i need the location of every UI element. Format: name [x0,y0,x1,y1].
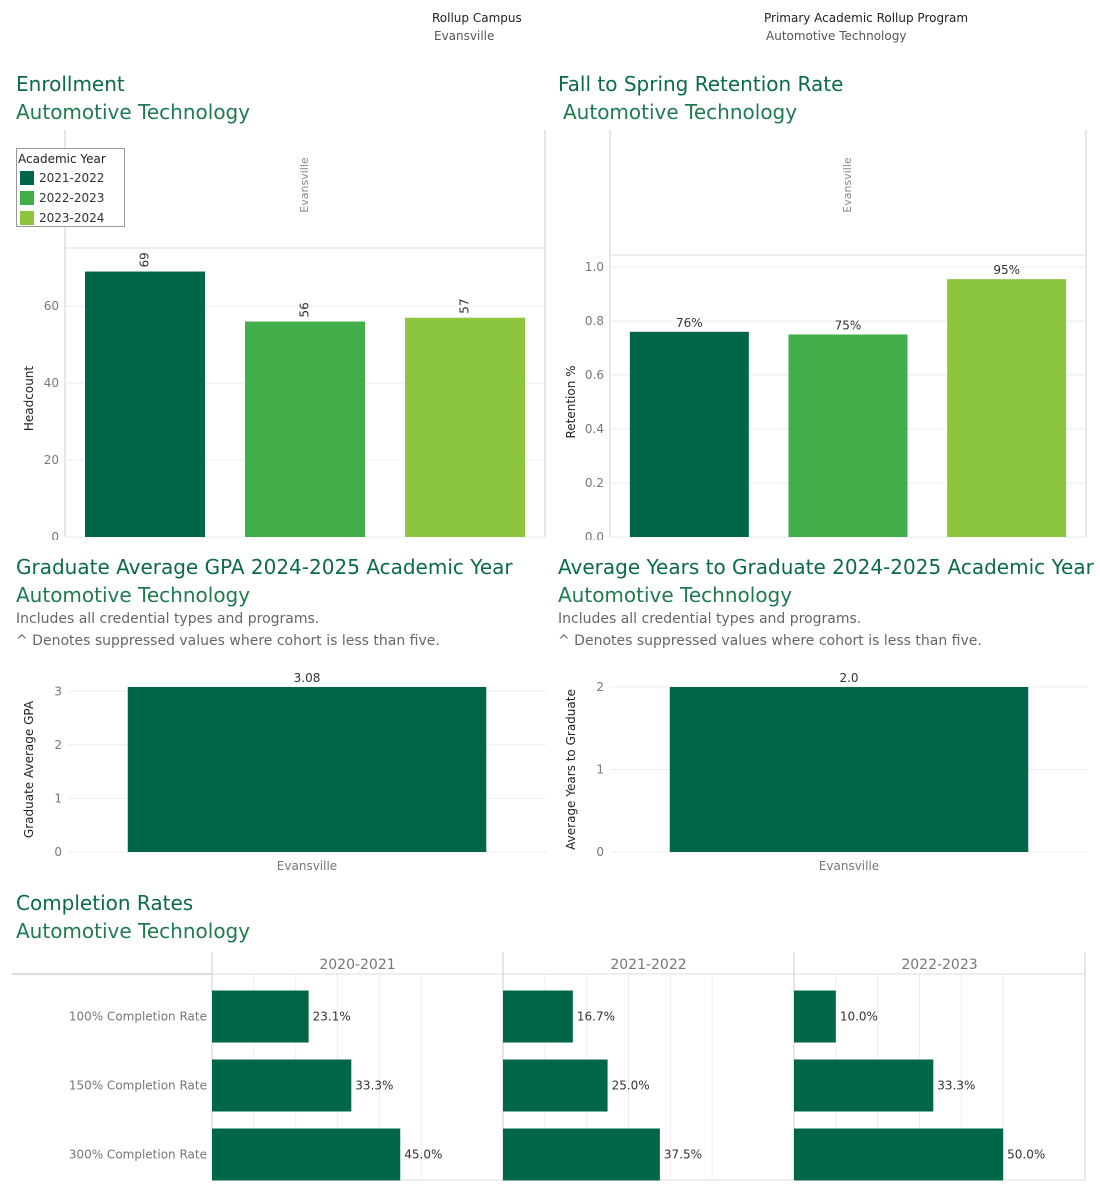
data-label: 16.7% [577,1010,615,1024]
years-note-credentials: Includes all credential types and progra… [558,611,862,627]
bar [212,990,309,1043]
y-axis-title: Headcount [22,366,36,432]
y-tick-label: 1 [54,791,62,805]
data-label: 95% [993,263,1020,277]
legend-item[interactable]: 2021-2022 [17,168,124,188]
bar [794,1128,1004,1181]
y-tick-label: 0 [54,845,62,859]
y-tick-label: 2 [54,738,62,752]
bar [85,271,205,537]
bar [794,990,836,1043]
bar [947,279,1067,537]
years-chart: 0 1 2 Average Years to Graduate 2.0 Evansvill… [564,671,1088,873]
row-label: 100% Completion Rate [69,1010,207,1024]
x-tick-label: Evansville [819,859,879,873]
bar [503,990,573,1043]
bar [212,1059,352,1112]
legend-item-label: 2022-2023 [39,191,105,205]
gpa-note-suppressed: ^ Denotes suppressed values where cohort… [16,633,440,649]
program-filter-label: Primary Academic Rollup Program [764,11,969,25]
y-tick-label: 3 [54,684,62,698]
y-tick-label: 1 [596,763,604,777]
gpa-title: Graduate Average GPA 2024-2025 Academic … [16,555,513,579]
data-label: 75% [835,319,862,333]
enrollment-chart: Evansville 0 20 40 60 Headcount 69 56 57 [22,130,546,540]
panel-header: 2021-2022 [610,957,686,973]
y-tick-label: 20 [44,453,59,467]
gpa-note-credentials: Includes all credential types and progra… [16,611,320,627]
bar [212,1128,401,1181]
gpa-chart: 0 1 2 3 Graduate Average GPA 3.08 Evansville [22,671,546,873]
data-label: 25.0% [612,1079,650,1093]
bar [669,687,1029,852]
completion-title: Completion Rates [16,891,194,915]
completion-chart: 100% Completion Rate 150% Completion Rate… [12,952,1086,1181]
campus-filter-value[interactable]: Evansville [434,29,495,43]
gpa-subtitle: Automotive Technology [16,583,251,607]
legend-item[interactable]: 2023-2024 [17,208,124,228]
y-tick-label: 0.8 [585,314,604,328]
data-label: 76% [676,316,703,330]
data-label: 2.0 [839,671,858,685]
data-label: 37.5% [664,1148,702,1162]
y-tick-label: 40 [44,376,59,390]
years-note-suppressed: ^ Denotes suppressed values where cohort… [558,633,982,649]
legend-swatch [20,171,34,185]
bar [405,317,525,537]
panel-header: 2022-2023 [901,957,977,973]
data-label: 33.3% [355,1079,393,1093]
academic-year-legend[interactable]: Academic Year 2021-2022 2022-2023 2023-2… [16,148,125,227]
legend-title: Academic Year [18,152,106,166]
bar [127,687,487,852]
y-tick-label: 0.4 [585,422,604,436]
data-label: 23.1% [313,1010,351,1024]
retention-title: Fall to Spring Retention Rate [558,72,844,96]
enrollment-title: Enrollment [16,72,125,96]
y-tick-label: 60 [44,299,59,313]
column-header-label: Evansville [841,157,854,213]
completion-subtitle: Automotive Technology [16,919,251,943]
y-tick-label: 2 [596,680,604,694]
data-label: 56 [298,302,312,317]
panel-header: 2020-2021 [319,957,395,973]
x-tick-label: Evansville [277,859,337,873]
data-label: 69 [138,252,152,267]
y-tick-label: 0 [596,845,604,859]
legend-swatch [20,191,34,205]
bar [503,1128,660,1181]
bar [788,334,908,537]
y-tick-label: 0.0 [585,530,604,540]
bar [503,1059,608,1112]
years-title: Average Years to Graduate 2024-2025 Acad… [558,555,1094,579]
row-label: 300% Completion Rate [69,1148,207,1162]
row-label: 150% Completion Rate [69,1079,207,1093]
years-subtitle: Automotive Technology [558,583,793,607]
y-axis-title: Average Years to Graduate [564,689,578,850]
bar [245,321,365,537]
legend-item-label: 2023-2024 [39,211,105,225]
y-tick-label: 1.0 [585,260,604,274]
column-header-label: Evansville [298,157,311,213]
y-axis-title: Retention % [564,365,578,438]
legend-item-label: 2021-2022 [39,171,105,185]
y-tick-label: 0.6 [585,368,604,382]
legend-item[interactable]: 2022-2023 [17,188,124,208]
retention-chart: Evansville 0.0 0.2 0.4 0.6 0.8 1.0 Retention % 7… [564,130,1087,540]
data-label: 50.0% [1007,1148,1045,1162]
y-tick-label: 0 [51,530,59,540]
retention-subtitle: Automotive Technology [563,100,798,124]
data-label: 3.08 [294,671,321,685]
data-label: 45.0% [404,1148,442,1162]
legend-swatch [20,211,34,225]
y-tick-label: 0.2 [585,476,604,490]
data-label: 10.0% [840,1010,878,1024]
bar [629,331,749,537]
program-filter-value[interactable]: Automotive Technology [766,29,907,43]
y-axis-title: Graduate Average GPA [22,700,36,838]
bar [794,1059,934,1112]
data-label: 33.3% [937,1079,975,1093]
campus-filter-label: Rollup Campus [432,11,522,25]
data-label: 57 [458,298,472,313]
enrollment-subtitle: Automotive Technology [16,100,251,124]
